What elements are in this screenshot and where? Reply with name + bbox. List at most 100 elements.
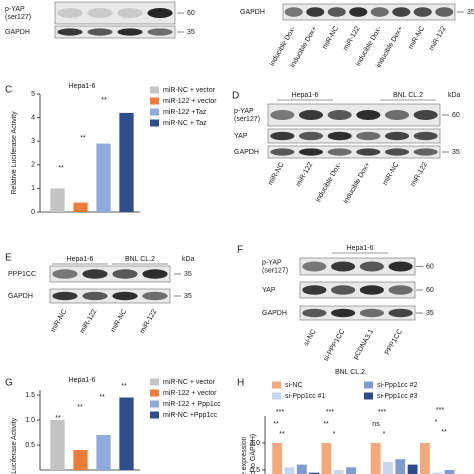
lane-label: miR-122	[79, 308, 98, 335]
blot-band	[52, 291, 78, 301]
legend-label: miR-NC + vector	[163, 87, 216, 94]
blot-strip	[54, 1, 176, 25]
kda-label: 60	[426, 287, 434, 294]
blot-strip	[49, 265, 171, 283]
legend-swatch	[150, 97, 159, 105]
blot-band	[327, 7, 346, 17]
blot-band	[302, 308, 327, 318]
panel-letter: H	[237, 378, 244, 389]
blot-band	[298, 110, 324, 120]
blot-band	[388, 261, 413, 272]
blot-band	[331, 261, 356, 272]
significance: **	[58, 165, 64, 172]
blot-band	[52, 269, 78, 279]
blot-band	[392, 7, 411, 17]
bar	[444, 470, 455, 474]
row-label: GAPDH	[234, 149, 259, 156]
lane-label: miR-NC	[50, 308, 69, 333]
row-label: (ser127)	[262, 267, 288, 274]
legend-swatch	[150, 389, 159, 397]
y-tick-label: 4	[31, 114, 35, 121]
row-label: p-YAP	[5, 6, 25, 13]
legend-label: miR-122 + Ppp1cc	[163, 401, 221, 408]
row-label: p-YAP	[262, 259, 282, 266]
chart-title: Hepa1-6	[69, 83, 96, 90]
blot-band	[57, 28, 83, 36]
row-label: p-YAP	[234, 108, 254, 115]
lane-label: miR-122	[295, 161, 314, 188]
bar	[309, 472, 320, 474]
blot-band	[82, 291, 108, 301]
blot-band	[435, 7, 454, 17]
blot-band	[327, 148, 352, 156]
y-tick-label: 1.0	[250, 440, 260, 447]
blot-band	[298, 148, 324, 156]
y-axis-label: Relative Luciferase Activity	[11, 111, 18, 195]
group-label: Hepa1-6	[67, 256, 94, 263]
legend-label: miR-NC + Taz	[163, 120, 207, 127]
blot-band	[117, 8, 143, 18]
bar	[321, 443, 332, 474]
blot-band	[356, 131, 381, 141]
blot-band	[388, 308, 413, 318]
blot-band	[327, 110, 352, 120]
blot-band	[306, 7, 325, 17]
legend-swatch	[150, 400, 159, 408]
bar	[296, 464, 307, 474]
lane-label: miR-NC	[267, 161, 286, 186]
lane-label: inducible Dox-	[315, 161, 344, 203]
group-label: Hepa1-6	[292, 92, 319, 99]
lane-label: miR-122	[139, 308, 158, 335]
blot-band	[142, 291, 168, 301]
bar	[333, 470, 344, 474]
y-tick-label: 1.5	[25, 392, 35, 399]
kda-label: 60	[187, 10, 195, 17]
y-tick-label: 0.5	[250, 467, 260, 474]
legend-label: miR-122 + vector	[163, 390, 217, 397]
row-label: YAP	[262, 287, 276, 294]
bar	[119, 112, 134, 212]
bar	[119, 397, 134, 470]
bar	[370, 443, 381, 474]
legend-swatch	[272, 392, 281, 400]
legend-label: miR-NC + vector	[163, 379, 216, 386]
bar	[407, 464, 418, 474]
significance: **	[441, 429, 447, 436]
chart-title: BNL CL.2	[335, 369, 365, 376]
bar	[284, 467, 295, 474]
legend-label: si-Ppp1cc #3	[377, 393, 418, 400]
blot-band	[413, 131, 438, 141]
kda-label: 35	[184, 271, 192, 278]
blot-band	[284, 7, 303, 17]
blot-band	[359, 261, 384, 272]
blot-strip	[267, 103, 441, 127]
significance: **	[323, 421, 329, 428]
chart-title: Hepa1-6	[69, 377, 96, 384]
lane-label: PPP1CC	[384, 328, 404, 356]
blot-strip	[299, 257, 416, 276]
group-label: BNL CL.2	[125, 256, 155, 263]
blot-band	[270, 148, 295, 156]
blot-band	[384, 110, 410, 120]
kda-label: 35	[467, 9, 474, 16]
legend-swatch	[364, 381, 373, 389]
blot-strip	[49, 288, 171, 304]
significance: **	[101, 97, 107, 104]
blot-band	[413, 110, 438, 120]
group-label: Hepa1-6	[347, 245, 374, 252]
panel-letter: D	[232, 91, 239, 102]
lane-label: miR-NC	[110, 308, 129, 333]
lane-label: miR-122	[428, 25, 447, 52]
kda-header: kDa	[182, 256, 195, 263]
y-axis-label: zed to GAPDH)	[250, 434, 257, 474]
blot-band	[302, 285, 327, 295]
blot-strip	[54, 25, 176, 39]
significance: ***	[326, 409, 334, 416]
blot-band	[413, 148, 438, 156]
bar	[419, 443, 430, 474]
significance: **	[99, 394, 105, 401]
bar	[395, 459, 406, 474]
blot-band	[87, 28, 113, 36]
blot-band	[87, 8, 113, 18]
